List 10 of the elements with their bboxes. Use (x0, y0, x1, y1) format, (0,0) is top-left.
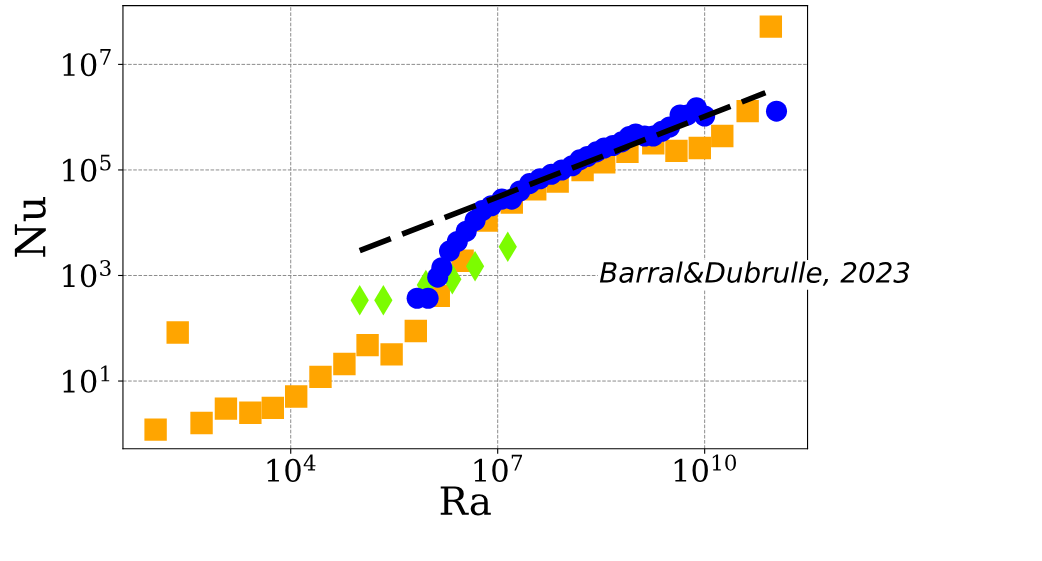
x-tick-label: 10$^{4}$ (267, 454, 316, 482)
y-tick-label: 10$^{5}$ (63, 154, 111, 182)
x-tick-label: 10$^{7}$ (474, 454, 523, 482)
x-tick-label: 10$^{10}$ (674, 454, 737, 482)
y-tick-label: 10$^{3}$ (63, 259, 111, 288)
x-axis-title: Ra (440, 486, 491, 516)
y-tick-label: 10$^{1}$ (63, 365, 110, 393)
y-axis-title: Nu (14, 197, 46, 257)
y-tick-label: 10$^{7}$ (63, 49, 111, 77)
annotation: Barral&Dubrulle, 2023 (599, 261, 910, 286)
